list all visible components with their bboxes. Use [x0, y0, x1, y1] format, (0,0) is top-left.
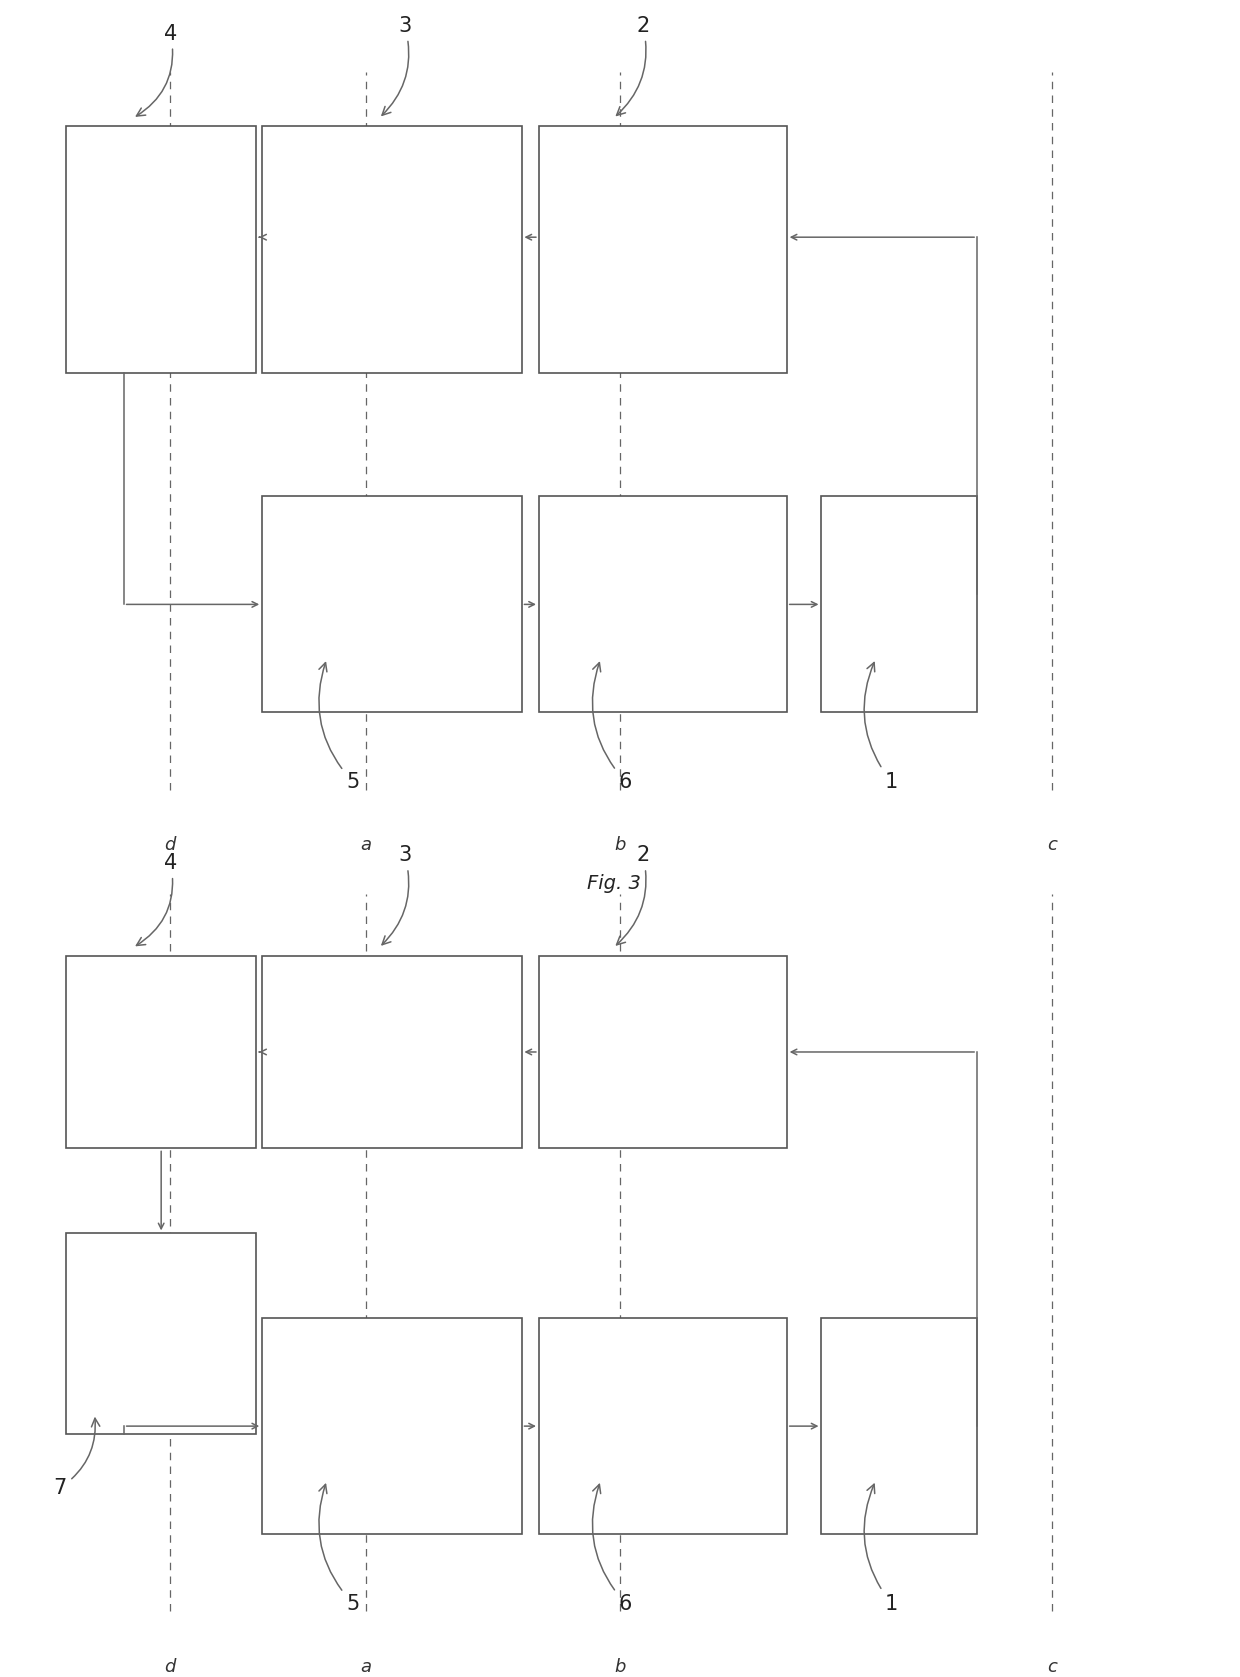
Text: Fig. 3: Fig. 3 [587, 874, 641, 894]
Bar [66, 956, 257, 1149]
Text: 6: 6 [593, 1484, 632, 1613]
Bar [539, 496, 786, 713]
Text: 5: 5 [319, 662, 360, 792]
Text: d: d [164, 1657, 176, 1675]
Text: 3: 3 [382, 845, 412, 944]
Text: 1: 1 [864, 1484, 898, 1613]
Text: a: a [361, 835, 371, 854]
Text: 5: 5 [319, 1484, 360, 1613]
Bar [66, 1233, 257, 1434]
Text: d: d [164, 835, 176, 854]
Bar [821, 1318, 977, 1534]
Bar [539, 1318, 786, 1534]
Text: 3: 3 [382, 15, 412, 116]
Text: b: b [614, 1657, 625, 1675]
Text: 6: 6 [593, 662, 632, 792]
Text: 2: 2 [616, 15, 650, 116]
Bar [66, 126, 257, 372]
Text: a: a [361, 1657, 371, 1675]
Text: 4: 4 [136, 854, 177, 946]
Text: b: b [614, 835, 625, 854]
Text: 4: 4 [136, 23, 177, 116]
Text: 1: 1 [864, 662, 898, 792]
Text: c: c [1047, 1657, 1056, 1675]
Text: c: c [1047, 835, 1056, 854]
Bar [262, 126, 522, 372]
Bar [262, 956, 522, 1149]
Bar [262, 496, 522, 713]
Text: 7: 7 [53, 1419, 99, 1498]
Bar [539, 956, 786, 1149]
Bar [821, 496, 977, 713]
Bar [262, 1318, 522, 1534]
Text: 2: 2 [616, 845, 650, 944]
Bar [539, 126, 786, 372]
